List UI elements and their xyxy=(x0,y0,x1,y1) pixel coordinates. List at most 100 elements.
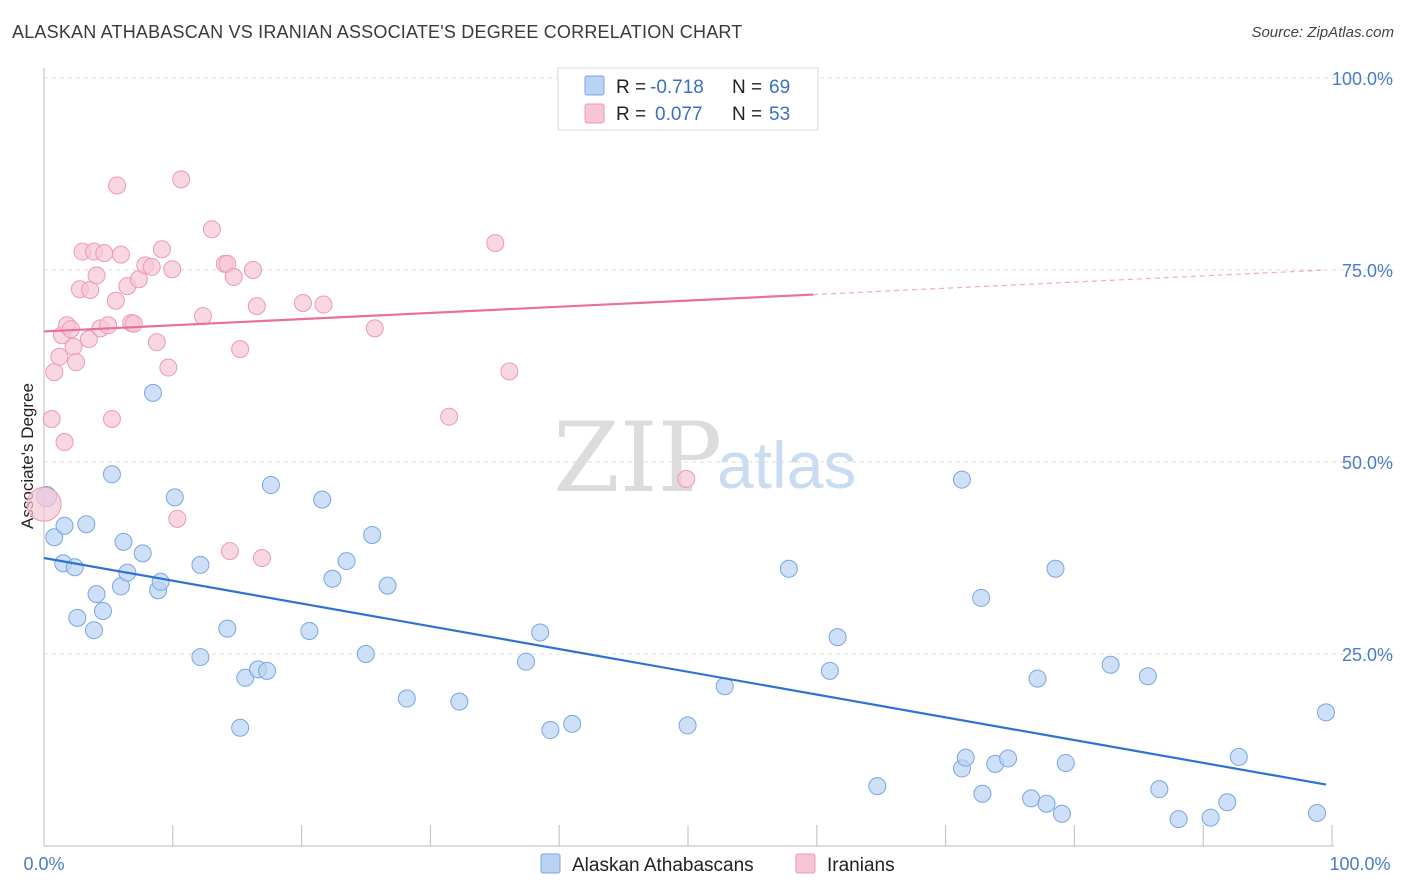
legend-r-label-2: R = xyxy=(616,104,646,125)
legend-n-value-2: 53 xyxy=(769,104,790,125)
iranian-point xyxy=(108,176,127,195)
watermark-atlas: atlas xyxy=(717,428,856,502)
athabascan-point xyxy=(972,588,991,607)
legend-r-value-1: -0.718 xyxy=(650,77,704,98)
iranian-point xyxy=(314,295,333,314)
athabascan-point xyxy=(1317,703,1335,722)
iranian-point xyxy=(293,294,312,313)
iranian-point xyxy=(64,337,83,356)
athabascan-point xyxy=(1201,808,1220,827)
iranian-point xyxy=(247,297,266,316)
athabascan-point xyxy=(300,621,319,640)
athabascan-point xyxy=(84,621,103,640)
watermark-zip: ZIP xyxy=(553,402,722,514)
iranian-point xyxy=(231,340,250,359)
iranian-point xyxy=(50,347,69,366)
series-legend: Alaskan Athabascans Iranians xyxy=(540,853,895,876)
iranian-point xyxy=(79,330,98,349)
iranian-point xyxy=(152,240,171,259)
athabascan-point xyxy=(1046,559,1065,578)
iranian-point xyxy=(45,363,64,382)
athabascan-point xyxy=(236,668,255,687)
athabascan-point xyxy=(231,718,250,737)
iranian-point xyxy=(55,433,74,452)
athabascan-point xyxy=(356,645,375,663)
series-legend-label-1: Alaskan Athabascans xyxy=(572,855,754,876)
chart-title: ALASKAN ATHABASCAN VS IRANIAN ASSOCIATE'… xyxy=(12,22,743,42)
iranian-point xyxy=(99,316,118,335)
iranian-point xyxy=(224,267,243,286)
stats-legend: R = -0.718 N = 69 R = 0.077 N = 53 xyxy=(557,67,819,131)
athabascan-point xyxy=(102,465,121,484)
iranian-point xyxy=(486,234,505,253)
series-legend-swatch-pink xyxy=(795,853,816,874)
iranian-point xyxy=(26,486,62,522)
iranian-point xyxy=(142,257,161,276)
athabascan-point xyxy=(999,749,1018,768)
iranian-point xyxy=(159,358,178,377)
legend-n-label-2: N = xyxy=(732,104,762,125)
athabascan-point xyxy=(55,516,74,535)
athabascan-point xyxy=(1229,747,1248,766)
athabascan-point xyxy=(191,555,210,574)
athabascan-point xyxy=(779,559,798,578)
iranian-point xyxy=(243,261,262,279)
x-tick-label-min: 0.0% xyxy=(23,854,64,874)
iranian-point xyxy=(95,244,114,263)
series-legend-swatch-blue xyxy=(540,853,561,874)
y-tick-label-50: 50.0% xyxy=(1342,453,1393,473)
athabascan-point xyxy=(828,628,847,647)
athabascan-point xyxy=(1056,754,1075,773)
athabascan-point xyxy=(820,661,839,680)
iranian-point xyxy=(87,266,106,285)
iranian-point xyxy=(168,509,187,528)
legend-swatch-pink xyxy=(584,103,605,124)
athabascan-point xyxy=(1037,794,1056,813)
athabascan-point xyxy=(1101,655,1120,674)
source-label: Source: ZipAtlas.com xyxy=(1251,24,1394,41)
trend-lines xyxy=(43,269,1327,786)
legend-n-label-1: N = xyxy=(732,77,762,98)
athabascan-point xyxy=(517,652,536,671)
athabascan-point xyxy=(258,661,277,680)
athabascan-point xyxy=(337,552,356,571)
x-tick-label-max: 100.0% xyxy=(1329,854,1390,874)
legend-swatch-blue xyxy=(584,75,605,96)
athabascan-point xyxy=(363,525,382,544)
y-tick-labels: 25.0% 50.0% 75.0% 100.0% xyxy=(1332,69,1393,665)
athabascan-point xyxy=(68,608,87,627)
iranian-point xyxy=(102,409,121,428)
athabascan-point xyxy=(1150,780,1169,799)
athabascan-point xyxy=(45,528,64,547)
series-legend-label-2: Iranians xyxy=(827,855,895,876)
athabascan-point xyxy=(323,569,342,588)
legend-r-value-2: 0.077 xyxy=(655,104,703,125)
athabascan-point xyxy=(1022,789,1041,808)
legend-r-label-1: R = xyxy=(616,77,646,98)
iranian-trend-extension xyxy=(813,269,1327,296)
athabascan-point xyxy=(973,784,992,803)
x-ticks xyxy=(43,825,1333,846)
iranian-trend-line xyxy=(43,293,814,333)
athabascan-point xyxy=(956,748,975,767)
athabascan-point xyxy=(378,576,397,595)
athabascan-point xyxy=(1308,803,1327,822)
y-tick-label-25: 25.0% xyxy=(1342,645,1393,665)
athabascan-point xyxy=(93,601,112,620)
iranian-point xyxy=(147,333,166,352)
athabascan-point xyxy=(868,777,887,796)
athabascan-point xyxy=(114,532,133,551)
legend-n-value-1: 69 xyxy=(769,77,790,98)
athabascan-point xyxy=(1052,804,1071,823)
athabascan-point xyxy=(541,721,560,740)
iranian-point xyxy=(124,314,143,333)
athabascan-point xyxy=(1169,810,1188,829)
athabascan-point xyxy=(261,476,280,495)
athabascan-point xyxy=(450,692,469,711)
athabascan-point xyxy=(191,648,210,667)
iranian-point xyxy=(172,170,191,189)
athabascan-point xyxy=(87,585,106,604)
athabascan-point xyxy=(133,544,152,563)
athabascan-trend-line xyxy=(43,556,1327,786)
